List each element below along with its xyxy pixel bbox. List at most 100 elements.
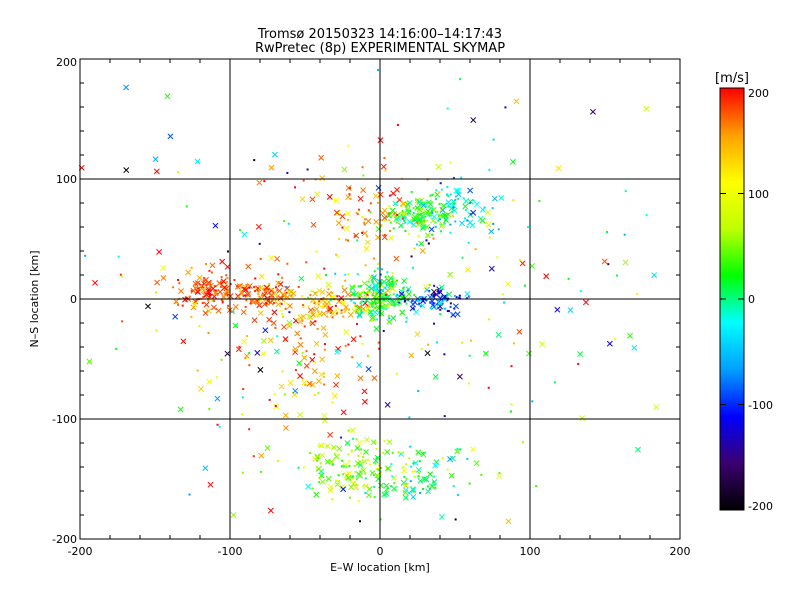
scatter-point-dot: [312, 308, 315, 311]
scatter-point-dot: [409, 445, 412, 448]
scatter-point-cross: [345, 291, 352, 298]
scatter-point-cross: [313, 306, 320, 313]
grid-lines: [80, 59, 680, 539]
scatter-point-dot: [357, 285, 360, 288]
scatter-point-dot: [120, 275, 123, 278]
scatter-point-dot: [455, 195, 458, 198]
scatter-point-dot: [354, 302, 357, 305]
scatter-point-cross: [338, 295, 345, 302]
scatter-point-cross: [205, 288, 212, 295]
scatter-point-cross: [215, 307, 222, 314]
scatter-point-dot: [331, 463, 334, 466]
scatter-point-cross: [355, 460, 361, 467]
scatter-point-dot: [359, 285, 362, 288]
scatter-point-dot: [306, 168, 309, 171]
scatter-point-cross: [386, 439, 393, 446]
scatter-point-cross: [385, 277, 392, 284]
scatter-point-cross: [268, 164, 275, 171]
scatter-point-dot: [355, 438, 358, 441]
scatter-point-dot: [345, 308, 348, 311]
scatter-point-dot: [349, 197, 352, 200]
scatter-point-dot: [371, 314, 374, 317]
scatter-point-dot: [386, 271, 389, 274]
colorbar-tick-label: -200: [748, 500, 773, 513]
scatter-point-dot: [412, 212, 415, 215]
scatter-point-cross: [368, 315, 375, 322]
scatter-point-dot: [178, 282, 181, 285]
scatter-point-dot: [213, 285, 216, 288]
scatter-point-cross: [462, 203, 469, 210]
scatter-point-dot: [355, 211, 358, 214]
scatter-point-cross: [357, 291, 364, 298]
scatter-point-cross: [643, 105, 650, 112]
scatter-point-dot: [309, 452, 312, 455]
scatter-point-cross: [145, 303, 151, 310]
scatter-point-dot: [271, 297, 274, 300]
scatter-point-cross: [431, 478, 438, 485]
scatter-point-dot: [344, 310, 347, 313]
scatter-point-dot: [352, 437, 355, 440]
scatter-point-dot: [258, 242, 261, 245]
scatter-point-dot: [531, 400, 534, 403]
scatter-point-cross: [323, 301, 330, 308]
scatter-point-dot: [396, 294, 399, 297]
scatter-point-dot: [394, 488, 397, 491]
scatter-point-dot: [437, 298, 440, 301]
scatter-point-cross: [301, 379, 308, 386]
scatter-point-dot: [344, 273, 347, 276]
scatter-point-dot: [286, 302, 289, 305]
scatter-point-cross: [160, 265, 167, 271]
scatter-point-dot: [330, 489, 333, 492]
scatter-point-cross: [284, 285, 291, 292]
scatter-point-dot: [386, 305, 389, 308]
scatter-point-dot: [449, 231, 452, 234]
scatter-point-cross: [590, 108, 596, 115]
scatter-point-dot: [440, 188, 443, 191]
scatter-point-dot: [380, 224, 383, 227]
scatter-point-dot: [396, 303, 399, 306]
scatter-point-dot: [355, 478, 358, 481]
scatter-point-dot: [316, 327, 319, 330]
scatter-point-dot: [347, 343, 350, 346]
scatter-point-cross: [543, 273, 550, 280]
scatter-point-cross: [433, 459, 440, 466]
scatter-point-dot: [337, 480, 340, 483]
scatter-point-dot: [553, 381, 556, 384]
scatter-point-dot: [195, 300, 198, 303]
scatter-point-dot: [439, 313, 442, 316]
scatter-point-cross: [431, 213, 438, 220]
scatter-point-dot: [420, 295, 423, 298]
scatter-point-cross: [389, 207, 396, 214]
scatter-point-cross: [178, 288, 184, 295]
scatter-point-dot: [417, 234, 420, 237]
scatter-point-cross: [123, 167, 130, 174]
scatter-point-dot: [425, 298, 428, 301]
scatter-point-dot: [121, 320, 124, 323]
scatter-point-dot: [512, 342, 515, 345]
scatter-point-cross: [622, 259, 629, 266]
scatter-point-dot: [469, 339, 472, 342]
scatter-point-cross: [438, 284, 445, 291]
scatter-point-dot: [383, 219, 386, 222]
scatter-point-cross: [275, 280, 282, 287]
scatter-point-cross: [262, 327, 269, 334]
scatter-point-dot: [472, 199, 475, 202]
scatter-point-dot: [229, 283, 232, 286]
scatter-point-dot: [450, 312, 453, 315]
scatter-point-dot: [220, 276, 223, 279]
scatter-point-dot: [277, 273, 280, 276]
chart-title: Tromsø 20150323 14:16:00–14:17:43: [257, 27, 502, 42]
scatter-point-cross: [234, 283, 241, 290]
scatter-point-cross: [479, 217, 486, 224]
scatter-point-cross: [182, 296, 189, 303]
scatter-point-dot: [381, 268, 384, 271]
scatter-point-dot: [447, 205, 450, 208]
scatter-point-cross: [363, 483, 369, 490]
scatter-point-dot: [201, 302, 204, 305]
scatter-point-dot: [303, 325, 306, 328]
scatter-point-cross: [347, 311, 354, 318]
scatter-point-dot: [387, 295, 390, 298]
scatter-point-dot: [357, 454, 360, 457]
scatter-point-cross: [453, 187, 460, 194]
scatter-point-dot: [315, 250, 318, 253]
